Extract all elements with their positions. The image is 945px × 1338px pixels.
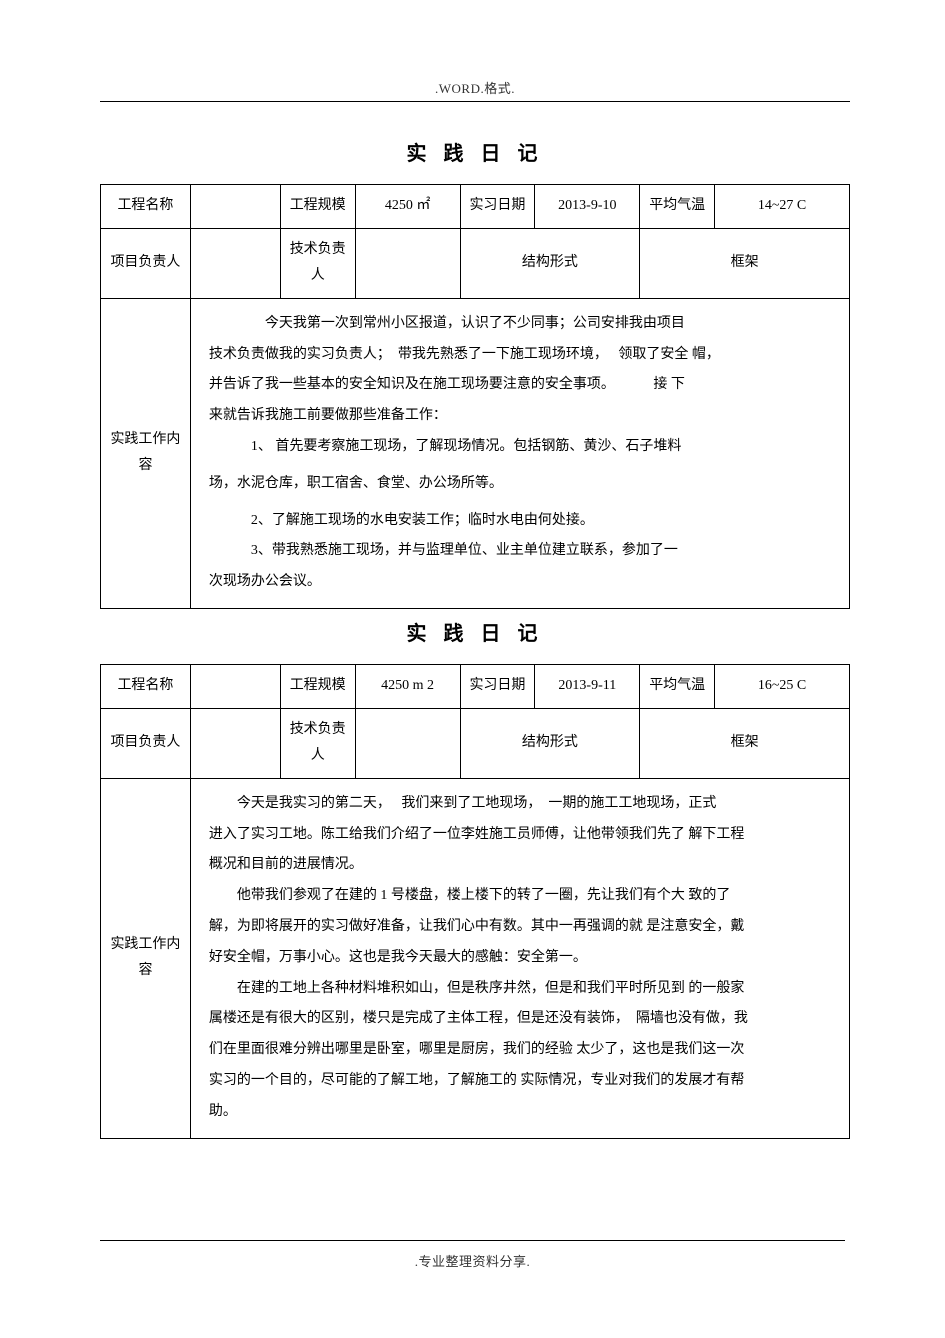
content-line: 进入了实习工地。陈工给我们介绍了一位李姓施工员师傅，让他带领我们先了 解下工程 — [209, 820, 831, 851]
tech-label: 技术负责人 — [280, 228, 355, 298]
content-line: 解，为即将展开的实习做好准备，让我们心中有数。其中一再强调的就 是注意安全，戴 — [209, 912, 831, 943]
footer-text: .专业整理资料分享. — [0, 1251, 945, 1270]
content-line: 属楼还是有很大的区别，楼只是完成了主体工程，但是还没有装饰， 隔墙也没有做，我 — [209, 1004, 831, 1035]
struct-value: 框架 — [640, 708, 850, 778]
header-divider — [100, 101, 850, 102]
table-row: 项目负责人 技术负责人 结构形式 框架 — [101, 708, 850, 778]
content-cell: 今天是我实习的第二天， 我们来到了工地现场， 一期的施工工地现场，正式 进入了实… — [190, 778, 849, 1138]
page-footer: .专业整理资料分享. — [0, 1240, 945, 1270]
name-value — [190, 664, 280, 708]
content-line: 概况和目前的进展情况。 — [209, 850, 831, 881]
pm-value — [190, 228, 280, 298]
content-list-item: 3、带我熟悉施工现场，并与监理单位、业主单位建立联系，参加了一 — [209, 536, 831, 567]
content-cell: 今天我第一次到常州小区报道，认识了不少同事；公司安排我由项目 技术负责做我的实习… — [190, 298, 849, 608]
content-line: 好安全帽，万事小心。这也是我今天最大的感触：安全第一。 — [209, 943, 831, 974]
name-value — [190, 185, 280, 229]
table-row: 工程名称 工程规模 4250 m 2 实习日期 2013-9-11 平均气温 1… — [101, 664, 850, 708]
content-line: 他带我们参观了在建的 1 号楼盘，楼上楼下的转了一圈，先让我们有个大 致的了 — [209, 881, 831, 912]
date-value: 2013-9-10 — [535, 185, 640, 229]
page-header: .WORD.格式. — [100, 78, 850, 97]
name-label: 工程名称 — [101, 185, 191, 229]
scale-value: 4250 m 2 — [355, 664, 460, 708]
content-list-item: 2、了解施工现场的水电安装工作；临时水电由何处接。 — [209, 506, 831, 537]
temp-label: 平均气温 — [640, 664, 715, 708]
content-line: 并告诉了我一些基本的安全知识及在施工现场要注意的安全事项。 接 下 — [209, 370, 831, 401]
section-title-2: 实 践 日 记 — [100, 617, 850, 646]
content-line: 技术负责做我的实习负责人； 带我先熟悉了一下施工现场环境， 领取了安全 帽， — [209, 340, 831, 371]
struct-label: 结构形式 — [460, 708, 640, 778]
date-label: 实习日期 — [460, 664, 535, 708]
scale-label: 工程规模 — [280, 664, 355, 708]
table-row: 项目负责人 技术负责人 结构形式 框架 — [101, 228, 850, 298]
struct-label: 结构形式 — [460, 228, 640, 298]
name-label: 工程名称 — [101, 664, 191, 708]
content-label: 实践工作内容 — [101, 298, 191, 608]
temp-value: 14~27 C — [715, 185, 850, 229]
content-line: 在建的工地上各种材料堆积如山，但是秩序井然，但是和我们平时所见到 的一般家 — [209, 974, 831, 1005]
scale-label: 工程规模 — [280, 185, 355, 229]
section-title-1: 实 践 日 记 — [100, 137, 850, 166]
diary-table-1: 工程名称 工程规模 4250 ㎡ 实习日期 2013-9-10 平均气温 14~… — [100, 184, 850, 609]
temp-label: 平均气温 — [640, 185, 715, 229]
pm-value — [190, 708, 280, 778]
scale-value: 4250 ㎡ — [355, 185, 460, 229]
temp-value: 16~25 C — [715, 664, 850, 708]
tech-label: 技术负责人 — [280, 708, 355, 778]
content-line: 们在里面很难分辨出哪里是卧室，哪里是厨房，我们的经验 太少了，这也是我们这一次 — [209, 1035, 831, 1066]
content-line: 次现场办公会议。 — [209, 567, 831, 598]
footer-divider — [100, 1240, 845, 1241]
content-line: 场，水泥仓库，职工宿舍、食堂、办公场所等。 — [209, 469, 831, 500]
diary-table-2: 工程名称 工程规模 4250 m 2 实习日期 2013-9-11 平均气温 1… — [100, 664, 850, 1139]
content-line: 今天我第一次到常州小区报道，认识了不少同事；公司安排我由项目 — [237, 309, 831, 340]
content-line: 实习的一个目的，尽可能的了解工地，了解施工的 实际情况，专业对我们的发展才有帮 — [209, 1066, 831, 1097]
content-label: 实践工作内容 — [101, 778, 191, 1138]
pm-label: 项目负责人 — [101, 228, 191, 298]
struct-value: 框架 — [640, 228, 850, 298]
tech-value — [355, 708, 460, 778]
date-value: 2013-9-11 — [535, 664, 640, 708]
content-line: 来就告诉我施工前要做那些准备工作： — [209, 401, 831, 432]
pm-label: 项目负责人 — [101, 708, 191, 778]
tech-value — [355, 228, 460, 298]
content-line: 今天是我实习的第二天， 我们来到了工地现场， 一期的施工工地现场，正式 — [209, 789, 831, 820]
table-row: 实践工作内容 今天是我实习的第二天， 我们来到了工地现场， 一期的施工工地现场，… — [101, 778, 850, 1138]
content-line: 助。 — [209, 1097, 831, 1128]
table-row: 实践工作内容 今天我第一次到常州小区报道，认识了不少同事；公司安排我由项目 技术… — [101, 298, 850, 608]
table-row: 工程名称 工程规模 4250 ㎡ 实习日期 2013-9-10 平均气温 14~… — [101, 185, 850, 229]
content-list-item: 1、 首先要考察施工现场，了解现场情况。包括钢筋、黄沙、石子堆料 — [209, 432, 831, 463]
date-label: 实习日期 — [460, 185, 535, 229]
